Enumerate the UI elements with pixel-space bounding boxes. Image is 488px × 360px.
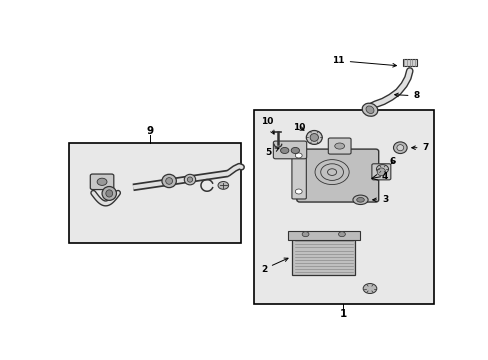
Ellipse shape: [105, 190, 112, 197]
Circle shape: [376, 165, 388, 174]
Text: 6: 6: [389, 157, 395, 166]
Circle shape: [295, 189, 302, 194]
Ellipse shape: [365, 106, 373, 113]
Text: 3: 3: [372, 195, 387, 204]
Circle shape: [97, 178, 107, 185]
Text: 10: 10: [292, 123, 305, 132]
Ellipse shape: [165, 177, 172, 184]
Bar: [68, 143, 241, 243]
Text: 2: 2: [260, 258, 287, 274]
FancyBboxPatch shape: [291, 148, 305, 199]
Bar: [287, 231, 359, 240]
Ellipse shape: [396, 145, 403, 151]
Circle shape: [363, 284, 376, 293]
Text: 10: 10: [260, 117, 274, 134]
FancyBboxPatch shape: [273, 141, 306, 159]
Circle shape: [280, 148, 288, 153]
Circle shape: [295, 153, 302, 158]
Bar: [254, 110, 433, 304]
Bar: [402, 59, 416, 67]
Circle shape: [218, 181, 228, 189]
Circle shape: [290, 148, 299, 153]
Circle shape: [302, 232, 308, 237]
Ellipse shape: [184, 174, 195, 185]
Ellipse shape: [393, 142, 407, 153]
Text: 4: 4: [381, 172, 387, 181]
Ellipse shape: [305, 131, 322, 144]
Ellipse shape: [356, 198, 364, 202]
Ellipse shape: [309, 134, 318, 141]
Text: 11: 11: [332, 56, 396, 67]
Circle shape: [338, 232, 345, 237]
Text: 7: 7: [411, 143, 428, 152]
Ellipse shape: [352, 195, 367, 204]
Text: 5: 5: [265, 148, 278, 157]
Ellipse shape: [334, 143, 344, 149]
Ellipse shape: [102, 186, 116, 201]
Ellipse shape: [376, 168, 385, 176]
FancyBboxPatch shape: [371, 164, 390, 180]
Text: 8: 8: [394, 91, 419, 100]
Text: 9: 9: [146, 126, 153, 136]
FancyBboxPatch shape: [90, 174, 114, 190]
Bar: [292, 239, 354, 275]
FancyBboxPatch shape: [327, 138, 350, 154]
Ellipse shape: [362, 103, 377, 116]
FancyBboxPatch shape: [296, 149, 378, 202]
Ellipse shape: [187, 177, 192, 182]
Ellipse shape: [162, 174, 176, 188]
Text: 1: 1: [339, 309, 346, 319]
